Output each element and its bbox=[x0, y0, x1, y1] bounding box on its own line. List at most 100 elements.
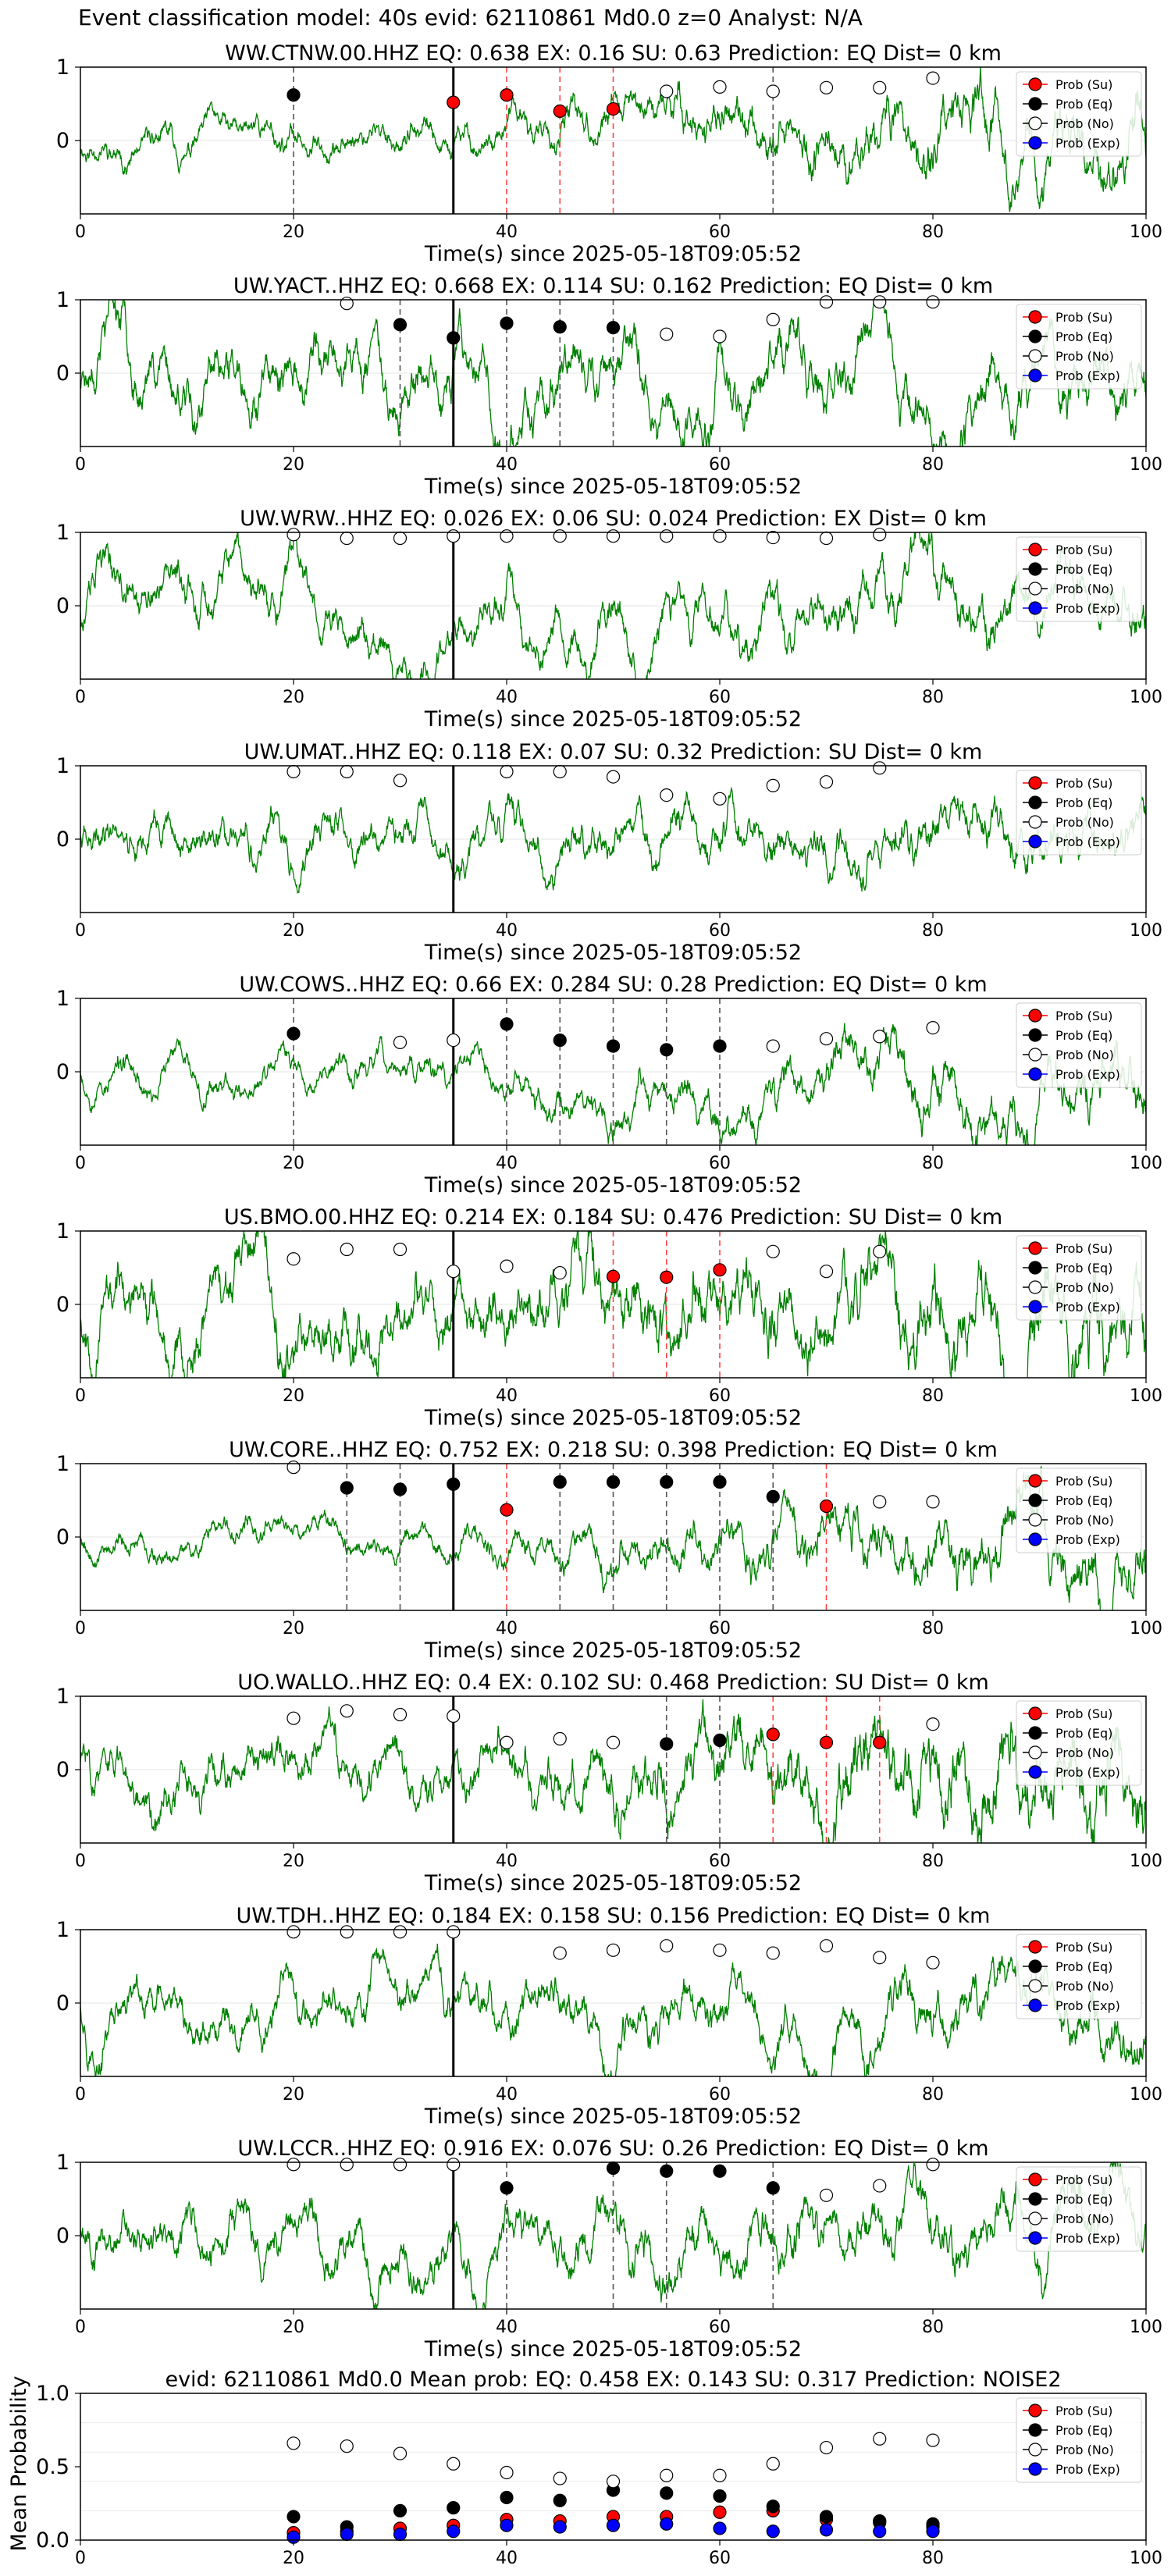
panel-7-prob-marker-eq bbox=[606, 1475, 621, 1489]
panel-5-legend-label-exp: Prob (Exp) bbox=[1055, 1067, 1120, 1082]
panel-7-prob-marker-eq bbox=[340, 1481, 354, 1495]
panel-10-legend-label-exp: Prob (Exp) bbox=[1055, 2231, 1120, 2246]
panel-4-prob-marker-no bbox=[819, 775, 834, 789]
panel-4-waveform bbox=[80, 786, 1146, 895]
panel-10-prob-marker-no bbox=[447, 2158, 461, 2172]
mean-panel-legend-marker-su bbox=[1028, 2403, 1042, 2418]
mean-panel-ytick-label: 1.0 bbox=[36, 2382, 69, 2406]
mean-panel-marker-no bbox=[500, 2465, 514, 2480]
panel-6-xtick-label: 100 bbox=[1130, 1386, 1162, 1406]
mean-panel-marker-eq bbox=[553, 2493, 567, 2507]
panel-6-legend-box bbox=[1016, 1235, 1142, 1321]
mean-panel-marker-no bbox=[766, 2457, 780, 2471]
panel-8-title: UO.WALLO..HHZ EQ: 0.4 EX: 0.102 SU: 0.46… bbox=[237, 1670, 989, 1695]
panel-9-xtick-label: 100 bbox=[1130, 2085, 1162, 2105]
mean-panel-marker-exp bbox=[393, 2527, 408, 2542]
panel-3-legend-marker-no bbox=[1028, 582, 1042, 596]
panel-3: UW.WRW..HHZ EQ: 0.026 EX: 0.06 SU: 0.024… bbox=[56, 507, 1162, 731]
panel-5-xtick-label: 80 bbox=[922, 1154, 944, 1173]
panel-2-prob-marker-no bbox=[819, 295, 834, 309]
panel-10-legend-label-no: Prob (No) bbox=[1055, 2211, 1114, 2226]
panel-9-prob-marker-no bbox=[393, 1925, 408, 1939]
panel-9-legend-label-no: Prob (No) bbox=[1055, 1979, 1114, 1994]
panel-8-prob-marker-eq bbox=[713, 1733, 727, 1747]
panel-3-prob-marker-no bbox=[713, 529, 727, 543]
panel-7-prob-marker-eq bbox=[447, 1477, 461, 1491]
panel-6-ytick-label: 0 bbox=[56, 1293, 69, 1317]
panel-10-legend-label-su: Prob (Su) bbox=[1055, 2172, 1112, 2187]
panel-3-prob-marker-no bbox=[766, 530, 780, 545]
panel-7-xtick-label: 0 bbox=[75, 1619, 86, 1638]
panel-7-xtick-label: 40 bbox=[496, 1619, 518, 1638]
panel-4-xtick-label: 20 bbox=[283, 921, 304, 941]
mean-panel-legend-label-eq: Prob (Eq) bbox=[1055, 2423, 1112, 2438]
panel-9-prob-marker-no bbox=[713, 1943, 727, 1957]
panel-8-prob-marker-no bbox=[926, 1717, 940, 1731]
panel-7-prob-marker-eq bbox=[713, 1475, 727, 1489]
panel-1-prob-marker-no bbox=[926, 71, 940, 85]
panel-4-prob-marker-no bbox=[553, 764, 567, 779]
panel-3-prob-marker-no bbox=[393, 531, 408, 546]
panel-2-prob-marker-eq bbox=[393, 318, 408, 332]
panel-2-legend-marker-exp bbox=[1028, 368, 1042, 382]
panel-1-legend-label-exp: Prob (Exp) bbox=[1055, 136, 1120, 151]
panel-4-legend-marker-no bbox=[1028, 815, 1042, 829]
mean-panel-marker-no bbox=[447, 2457, 461, 2471]
panel-9-prob-marker-no bbox=[766, 1946, 780, 1960]
panel-3-legend-marker-eq bbox=[1028, 562, 1042, 576]
panel-7-prob-marker-su bbox=[819, 1499, 834, 1514]
panel-8-xlabel: Time(s) since 2025-05-18T09:05:52 bbox=[424, 1871, 802, 1895]
panel-2-prob-marker-no bbox=[873, 295, 887, 309]
panel-9-legend-marker-eq bbox=[1028, 1959, 1042, 1973]
panel-9-legend-marker-su bbox=[1028, 1940, 1042, 1954]
panel-6-xlabel: Time(s) since 2025-05-18T09:05:52 bbox=[424, 1406, 802, 1430]
panel-7-xtick-label: 20 bbox=[283, 1619, 304, 1638]
mean-panel-marker-exp bbox=[926, 2524, 940, 2539]
panel-1-prob-marker-no bbox=[873, 80, 887, 94]
panel-4-prob-marker-no bbox=[287, 764, 301, 779]
panel-3-legend-label-su: Prob (Su) bbox=[1055, 543, 1112, 557]
panel-7-legend-marker-exp bbox=[1028, 1532, 1042, 1546]
panel-7-prob-marker-no bbox=[873, 1495, 887, 1509]
panel-9: UW.TDH..HHZ EQ: 0.184 EX: 0.158 SU: 0.15… bbox=[56, 1904, 1162, 2129]
panel-5-xtick-label: 100 bbox=[1130, 1154, 1162, 1173]
panel-3-prob-marker-no bbox=[873, 528, 887, 542]
panel-2-ytick-label: 0 bbox=[56, 361, 69, 386]
panel-4-xtick-label: 100 bbox=[1130, 921, 1162, 941]
mean-panel-marker-eq bbox=[393, 2503, 408, 2517]
panel-10-prob-marker-no bbox=[287, 2158, 301, 2172]
mean-panel-legend-label-no: Prob (No) bbox=[1055, 2443, 1114, 2457]
panel-1-legend-marker-su bbox=[1028, 77, 1042, 91]
panel-7-legend-label-su: Prob (Su) bbox=[1055, 1474, 1112, 1489]
panel-5: UW.COWS..HHZ EQ: 0.66 EX: 0.284 SU: 0.28… bbox=[56, 973, 1162, 1197]
panel-5-ytick-label: 1 bbox=[56, 987, 69, 1011]
panel-8-prob-marker-no bbox=[500, 1735, 514, 1749]
panel-4-legend-label-eq: Prob (Eq) bbox=[1055, 795, 1112, 810]
panel-4-xtick-label: 60 bbox=[709, 921, 731, 941]
panel-8-legend-marker-eq bbox=[1028, 1726, 1042, 1740]
panel-2-prob-marker-eq bbox=[500, 316, 514, 330]
mean-panel-marker-eq bbox=[500, 2490, 514, 2505]
mean-panel-marker-eq bbox=[447, 2501, 461, 2515]
panel-4-xtick-label: 40 bbox=[496, 921, 518, 941]
panel-7-legend-marker-eq bbox=[1028, 1493, 1042, 1507]
panel-2-title: UW.YACT..HHZ EQ: 0.668 EX: 0.114 SU: 0.1… bbox=[233, 274, 993, 298]
panel-2-legend-marker-su bbox=[1028, 310, 1042, 324]
panel-1-legend-box bbox=[1016, 71, 1142, 157]
panel-6-xtick-label: 80 bbox=[922, 1386, 944, 1406]
panel-5-legend-marker-no bbox=[1028, 1048, 1042, 1062]
panel-10-xtick-label: 0 bbox=[75, 2318, 86, 2337]
panel-1: WW.CTNW.00.HHZ EQ: 0.638 EX: 0.16 SU: 0.… bbox=[56, 41, 1162, 266]
panel-3-legend-box bbox=[1016, 536, 1142, 622]
panel-6-legend-label-exp: Prob (Exp) bbox=[1055, 1300, 1120, 1315]
panel-5-legend-label-su: Prob (Su) bbox=[1055, 1009, 1112, 1023]
panel-1-legend-marker-exp bbox=[1028, 136, 1042, 150]
panel-6-prob-marker-no bbox=[819, 1265, 834, 1279]
panel-2: UW.YACT..HHZ EQ: 0.668 EX: 0.114 SU: 0.1… bbox=[56, 274, 1162, 499]
panel-5-prob-marker-eq bbox=[713, 1039, 727, 1053]
panel-2-prob-marker-no bbox=[340, 297, 354, 311]
panel-4-legend-box bbox=[1016, 770, 1142, 856]
panel-10-legend-marker-su bbox=[1028, 2172, 1042, 2186]
panel-8-prob-marker-no bbox=[287, 1711, 301, 1725]
panel-6-prob-marker-no bbox=[393, 1242, 408, 1257]
